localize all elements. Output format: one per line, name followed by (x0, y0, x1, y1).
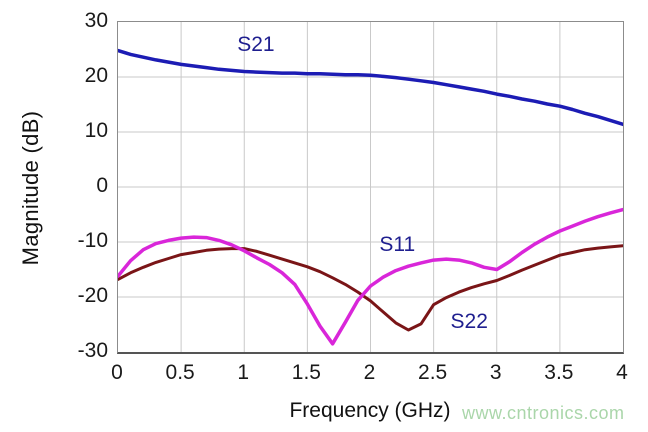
series-label-s11: S11 (379, 233, 416, 257)
chart-svg (118, 22, 623, 352)
x-tick-label: 3 (489, 361, 502, 384)
x-tick-label: 3.5 (544, 361, 574, 384)
x-tick-label: 0 (111, 361, 123, 384)
curve-s22 (118, 244, 623, 332)
x-axis-title: Frequency (GHz) (289, 399, 451, 422)
series-label-s21: S21 (237, 32, 275, 56)
y-tick-label: 30 (84, 9, 108, 32)
x-tick-label: 2.5 (418, 361, 448, 384)
curve-s11 (118, 207, 623, 346)
y-tick-label: -30 (77, 339, 108, 362)
y-tick-label: 20 (84, 64, 108, 87)
curve-s21 (118, 48, 623, 127)
x-tick-label: 1.5 (291, 361, 321, 384)
y-tick-label: -20 (77, 284, 108, 307)
y-tick-label: 10 (84, 119, 108, 142)
plot-area (117, 21, 624, 354)
watermark-text: www.cntronics.com (462, 403, 625, 423)
x-tick-label: 2 (363, 361, 376, 384)
series-label-s22: S22 (450, 310, 488, 334)
x-tick-label: 0.5 (165, 361, 195, 384)
x-tick-label: 1 (237, 361, 250, 384)
y-tick-label: 0 (96, 174, 108, 197)
x-tick-label: 4 (616, 361, 628, 384)
y-tick-label: -10 (77, 229, 108, 252)
